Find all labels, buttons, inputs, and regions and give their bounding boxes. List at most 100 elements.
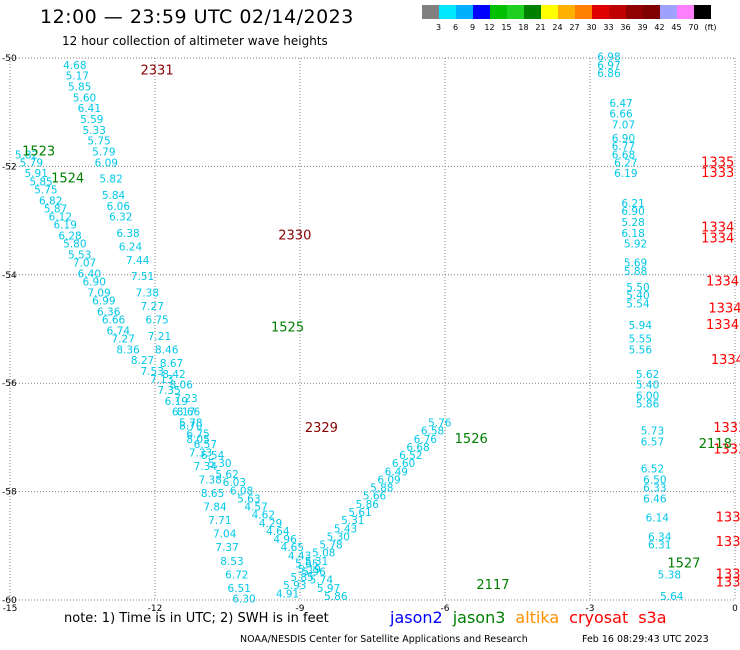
wave-height-label: 5.79 xyxy=(20,157,43,169)
wave-height-label: 5.86 xyxy=(636,399,660,411)
wave-height-label: 5.43 xyxy=(334,523,357,535)
wave-height-label: 7.38 xyxy=(199,474,222,486)
wave-height-label: 6.54 xyxy=(201,450,225,462)
wave-height-label: 5.82 xyxy=(99,174,122,186)
wave-height-label: 6.75 xyxy=(145,315,168,327)
wave-height-label: 5.60 xyxy=(73,92,96,104)
y-tick-label: -58 xyxy=(2,488,17,498)
timestamp-text: Feb 16 08:29:43 UTC 2023 xyxy=(582,634,709,645)
color-swatch xyxy=(609,5,626,19)
wave-height-label: 6.41 xyxy=(78,103,101,115)
wave-height-label: 5.30 xyxy=(327,531,350,543)
pass-number-label: 1334 xyxy=(701,220,734,235)
wave-height-label: 6.08 xyxy=(230,485,253,497)
wave-height-label: 5.65 xyxy=(295,558,318,570)
chart-subtitle: 12 hour collection of altimeter wave hei… xyxy=(62,34,328,48)
x-tick-label: -3 xyxy=(586,604,595,614)
wave-height-label: 5.61 xyxy=(348,507,371,519)
wave-height-label: 6.50 xyxy=(643,474,666,486)
wave-height-label: 6.49 xyxy=(385,466,408,478)
pass-number-label: 1523 xyxy=(22,145,55,160)
wave-height-label: 8.66 xyxy=(177,407,201,419)
wave-height-label: 5.87 xyxy=(44,203,67,215)
pass-number-label: 1334 xyxy=(706,318,739,333)
wave-height-label: 5.40 xyxy=(636,380,659,392)
color-scale-label: 36 xyxy=(620,23,631,32)
color-scale-label: 9 xyxy=(469,23,476,32)
wave-height-label: 5.28 xyxy=(621,217,644,229)
pass-number-label: 2330 xyxy=(278,229,311,244)
wave-height-label: 7.09 xyxy=(87,287,110,299)
color-swatch xyxy=(490,5,507,19)
pass-number-label: 1333 xyxy=(713,421,740,436)
wave-height-label: 8.65 xyxy=(201,488,224,500)
pass-number-label: 1334 xyxy=(701,231,734,246)
wave-height-label: 6.06 xyxy=(107,201,131,213)
wave-height-label: 6.00 xyxy=(636,390,659,402)
axis-tick-labels: -15 -12 -9 -6 -3 0 -50 -52 -54 -56 -58 -60 xyxy=(2,54,738,614)
wave-height-label: 8.53 xyxy=(220,556,243,568)
wave-height-label: 6.57 xyxy=(194,439,217,451)
wave-height-label: 5.96 xyxy=(302,567,326,579)
pass-number-label: 1334 xyxy=(706,275,739,290)
wave-height-label: 5.78 xyxy=(319,540,342,552)
wave-height-label: 7.13 xyxy=(150,374,173,386)
wave-height-label: 6.03 xyxy=(223,477,246,489)
wave-height-label: 7.07 xyxy=(612,119,635,131)
wave-height-label: 5.88 xyxy=(624,266,647,278)
wave-height-label: 4.62 xyxy=(252,510,275,522)
wave-height-label: 4.91 xyxy=(276,588,299,600)
pass-number-label: 2331 xyxy=(141,63,174,78)
wave-height-label: 4.43 xyxy=(288,550,311,562)
pass-number-label: 1525 xyxy=(271,321,304,336)
wave-height-label: 6.52 xyxy=(641,464,664,476)
legend-item-jason2: jason2 xyxy=(390,608,443,627)
wave-height-label: 6.97 xyxy=(597,60,620,72)
color-swatch xyxy=(575,5,592,19)
wave-height-label: 6.17 xyxy=(172,407,195,419)
wave-height-label: 5.88 xyxy=(370,483,393,495)
wave-height-label: 5.38 xyxy=(658,569,681,581)
wave-height-label: 6.46 xyxy=(643,493,667,505)
wave-height-label: 5.53 xyxy=(68,250,91,262)
pass-number-label: 1524 xyxy=(51,172,84,187)
pass-number-label: 1334 xyxy=(711,353,740,368)
wave-height-label: 8.42 xyxy=(162,369,185,381)
color-scale-label: 39 xyxy=(637,23,648,32)
wave-height-label: 8.46 xyxy=(155,344,179,356)
wave-height-label: 6.40 xyxy=(78,269,101,281)
wave-height-label: 6.90 xyxy=(621,206,644,218)
wave-height-label: 5.86 xyxy=(356,499,380,511)
wave-height-label: 6.14 xyxy=(646,512,670,524)
wave-height-label: 5.40 xyxy=(626,290,649,302)
wave-height-label: 7.27 xyxy=(141,301,164,313)
wave-height-label: 5.64 xyxy=(660,591,684,603)
wave-height-label: 5.33 xyxy=(83,125,106,137)
wave-height-label: 5.84 xyxy=(102,190,126,202)
wave-height-label: 6.76 xyxy=(414,434,438,446)
color-swatch xyxy=(643,5,660,19)
data-marks: 4.685.175.855.606.415.595.335.755.796.09… xyxy=(15,52,740,606)
pass-number-label: 1526 xyxy=(455,432,488,447)
wave-height-label: 6.19 xyxy=(165,396,188,408)
legend-item-s3a: s3a xyxy=(638,608,667,627)
wave-height-label: 6.47 xyxy=(609,98,632,110)
wave-height-label: 6.66 xyxy=(102,315,126,327)
wave-height-label: 7.71 xyxy=(208,515,231,527)
y-tick-label: -50 xyxy=(2,54,17,64)
wave-height-label: 7.53 xyxy=(141,366,164,378)
wave-height-label: 5.78 xyxy=(179,418,202,430)
wave-height-label: 5.50 xyxy=(626,282,649,294)
wave-height-label: 6.90 xyxy=(612,133,635,145)
wave-height-label: 5.30 xyxy=(208,458,231,470)
wave-height-label: 6.21 xyxy=(621,198,644,210)
wave-height-label: 4.64 xyxy=(266,526,290,538)
wave-height-label: 8.05 xyxy=(186,434,209,446)
y-tick-label: -54 xyxy=(2,271,17,281)
wave-height-label: 8.70 xyxy=(179,420,202,432)
wave-height-label: 7.27 xyxy=(112,334,135,346)
wave-height-label: 7.44 xyxy=(126,255,150,267)
wave-height-label: 4.57 xyxy=(244,502,267,514)
wave-height-label: 8.67 xyxy=(160,358,183,370)
